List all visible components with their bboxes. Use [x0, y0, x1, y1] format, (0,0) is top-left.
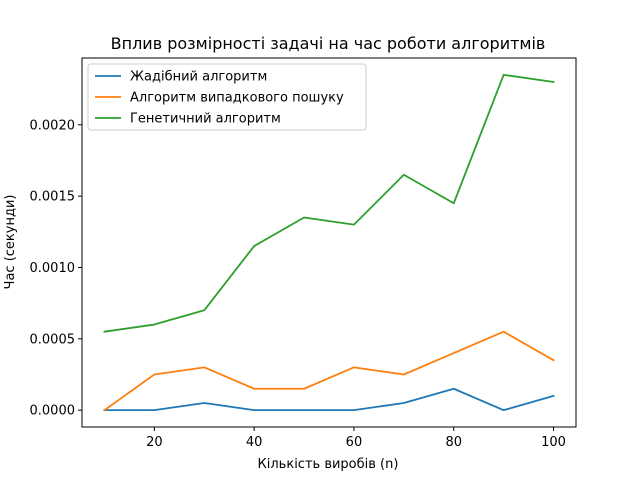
x-tick-label: 20	[146, 435, 163, 450]
plot-area-frame	[81, 57, 577, 428]
y-tick-label: 0.0015	[30, 190, 76, 205]
y-tick-label: 0.0010	[30, 261, 76, 276]
legend-box	[87, 63, 367, 131]
x-tick-label: 60	[346, 435, 363, 450]
series-line-2	[103, 73, 555, 333]
series-line-0	[103, 387, 555, 412]
x-tick-label: 80	[445, 435, 462, 450]
legend-label: Генетичний алгоритм	[130, 112, 281, 127]
x-tick-label: 40	[246, 435, 263, 450]
series-line-1	[103, 330, 555, 412]
chart-title: Вплив розмірності задачі на час роботи а…	[111, 34, 546, 53]
legend: Жадібний алгоритм Алгоритм випадкового по…	[87, 63, 367, 131]
y-tick-label: 0.0020	[30, 118, 76, 133]
x-tick-label: 100	[541, 435, 566, 450]
y-axis-label: Час (секунди)	[3, 195, 18, 290]
legend-label: Жадібний алгоритм	[130, 70, 267, 85]
x-axis-label: Кількість виробів (n)	[258, 457, 399, 472]
y-tick-label: 0.0005	[30, 332, 76, 347]
y-tick-label: 0.0000	[30, 404, 76, 419]
legend-label: Алгоритм випадкового пошуку	[130, 91, 344, 106]
